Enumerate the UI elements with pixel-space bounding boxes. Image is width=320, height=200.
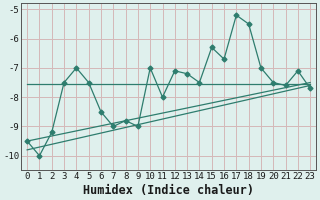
X-axis label: Humidex (Indice chaleur): Humidex (Indice chaleur): [83, 184, 254, 197]
